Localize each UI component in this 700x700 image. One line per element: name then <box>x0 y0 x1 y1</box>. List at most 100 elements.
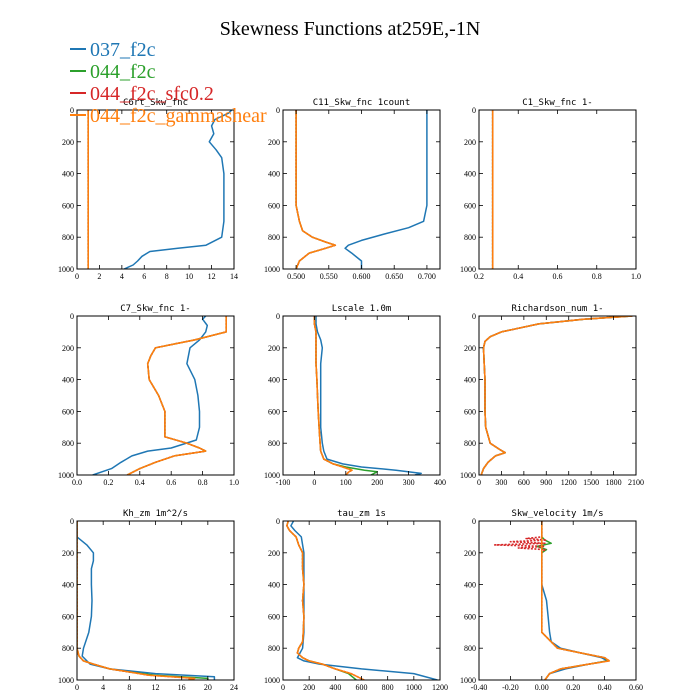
y-tick-label: 600 <box>268 612 280 621</box>
x-tick-label: 4 <box>101 683 105 692</box>
panel-title: Kh_zm 1m^2/s <box>123 509 188 519</box>
x-tick-label: 0.6 <box>166 478 176 487</box>
y-tick-label: 600 <box>268 407 280 416</box>
y-tick-label: 0 <box>276 312 280 321</box>
y-tick-label: 1000 <box>460 265 476 274</box>
x-tick-label: 16 <box>178 683 186 692</box>
legend-label: 044_f2c <box>90 61 156 83</box>
y-tick-label: 0 <box>472 312 476 321</box>
series-line <box>344 110 428 269</box>
y-tick-label: 400 <box>62 581 74 590</box>
x-tick-label: 24 <box>230 683 238 692</box>
legend-label: 044_f2c_sfc0.2 <box>90 83 214 105</box>
x-tick-label: 600 <box>518 478 530 487</box>
panel: Skw_velocity 1m/s 0 200 400 600 800 1000-0.40 -… <box>460 509 643 692</box>
series-line <box>123 110 233 269</box>
series-line <box>315 316 422 475</box>
y-tick-label: 400 <box>464 376 476 385</box>
x-tick-label: 0.650 <box>385 272 403 281</box>
series-line <box>126 316 227 475</box>
x-tick-label: -0.40 <box>471 683 488 692</box>
y-tick-label: 400 <box>268 581 280 590</box>
plot-frame <box>282 315 441 476</box>
series-line <box>295 110 337 269</box>
x-tick-label: -0.20 <box>502 683 519 692</box>
legend-entry: 044_f2c_sfc0.2 <box>70 83 214 105</box>
x-tick-label: 0.600 <box>353 272 371 281</box>
y-tick-label: 1000 <box>264 471 280 480</box>
y-tick-label: 400 <box>464 581 476 590</box>
y-tick-label: 800 <box>62 439 74 448</box>
plot-frame <box>76 109 235 270</box>
y-tick-label: 400 <box>62 376 74 385</box>
series-line <box>126 316 227 475</box>
x-tick-label: 1800 <box>606 478 622 487</box>
x-tick-label: 0.2 <box>103 478 113 487</box>
series-group <box>480 316 633 475</box>
plot-frame <box>282 520 441 681</box>
series-group <box>92 316 227 475</box>
plot-frame <box>478 315 637 476</box>
panel-title: Lscale 1.0m <box>332 304 392 314</box>
y-tick-label: 1000 <box>460 471 476 480</box>
series-line <box>295 110 337 269</box>
plot-frame <box>76 315 235 476</box>
x-tick-label: 8 <box>165 272 169 281</box>
y-tick-label: 600 <box>464 612 476 621</box>
series-group <box>493 521 611 680</box>
y-tick-label: 800 <box>464 644 476 653</box>
y-tick-label: 200 <box>268 344 280 353</box>
panel-title: Richardson_num 1- <box>511 304 603 314</box>
x-tick-label: 12 <box>208 272 216 281</box>
plot-frame <box>76 520 235 681</box>
y-tick-label: 200 <box>464 138 476 147</box>
series-line <box>286 521 357 680</box>
x-tick-label: 0.700 <box>418 272 436 281</box>
series-line <box>290 521 438 680</box>
y-tick-label: 800 <box>268 439 280 448</box>
y-tick-label: 1000 <box>58 265 74 274</box>
series-line <box>77 521 209 680</box>
plot-frame <box>478 109 637 270</box>
y-tick-label: 0 <box>70 312 74 321</box>
y-tick-label: 1000 <box>58 471 74 480</box>
x-tick-label: 14 <box>230 272 238 281</box>
x-tick-label: 4 <box>120 272 124 281</box>
x-tick-label: 0.4 <box>135 478 145 487</box>
x-tick-label: 2100 <box>628 478 644 487</box>
x-tick-label: 1200 <box>561 478 577 487</box>
x-tick-label: 300 <box>403 478 415 487</box>
figure-title: Skewness Functions at259E,-1N <box>220 18 481 40</box>
y-tick-label: 0 <box>276 106 280 115</box>
panel-title: C1_Skw_fnc 1- <box>522 98 592 108</box>
y-tick-label: 200 <box>464 549 476 558</box>
y-tick-label: 1000 <box>264 265 280 274</box>
x-tick-label: 200 <box>371 478 383 487</box>
x-tick-label: 1.0 <box>229 478 239 487</box>
x-tick-label: 2 <box>97 272 101 281</box>
y-tick-label: 800 <box>62 233 74 242</box>
panel: C11_Skw_fnc 1count 0 200 400 600 800 1000 0.500… <box>264 98 441 281</box>
series-line <box>77 521 216 680</box>
y-tick-label: 400 <box>62 170 74 179</box>
y-tick-label: 0 <box>70 517 74 526</box>
x-tick-label: 0.40 <box>598 683 612 692</box>
x-tick-label: 0.4 <box>513 272 523 281</box>
panel: Lscale 1.0m 0 200 400 600 800 1000-100 0 100 200 3… <box>264 304 446 487</box>
x-tick-label: -100 <box>276 478 291 487</box>
y-tick-label: 800 <box>268 233 280 242</box>
x-tick-label: 600 <box>356 683 368 692</box>
y-tick-label: 600 <box>62 201 74 210</box>
y-tick-label: 400 <box>464 170 476 179</box>
series-line <box>92 316 209 475</box>
x-tick-label: 0.8 <box>592 272 602 281</box>
x-tick-label: 0.0 <box>72 478 82 487</box>
series-group <box>87 110 233 269</box>
y-tick-label: 200 <box>268 138 280 147</box>
